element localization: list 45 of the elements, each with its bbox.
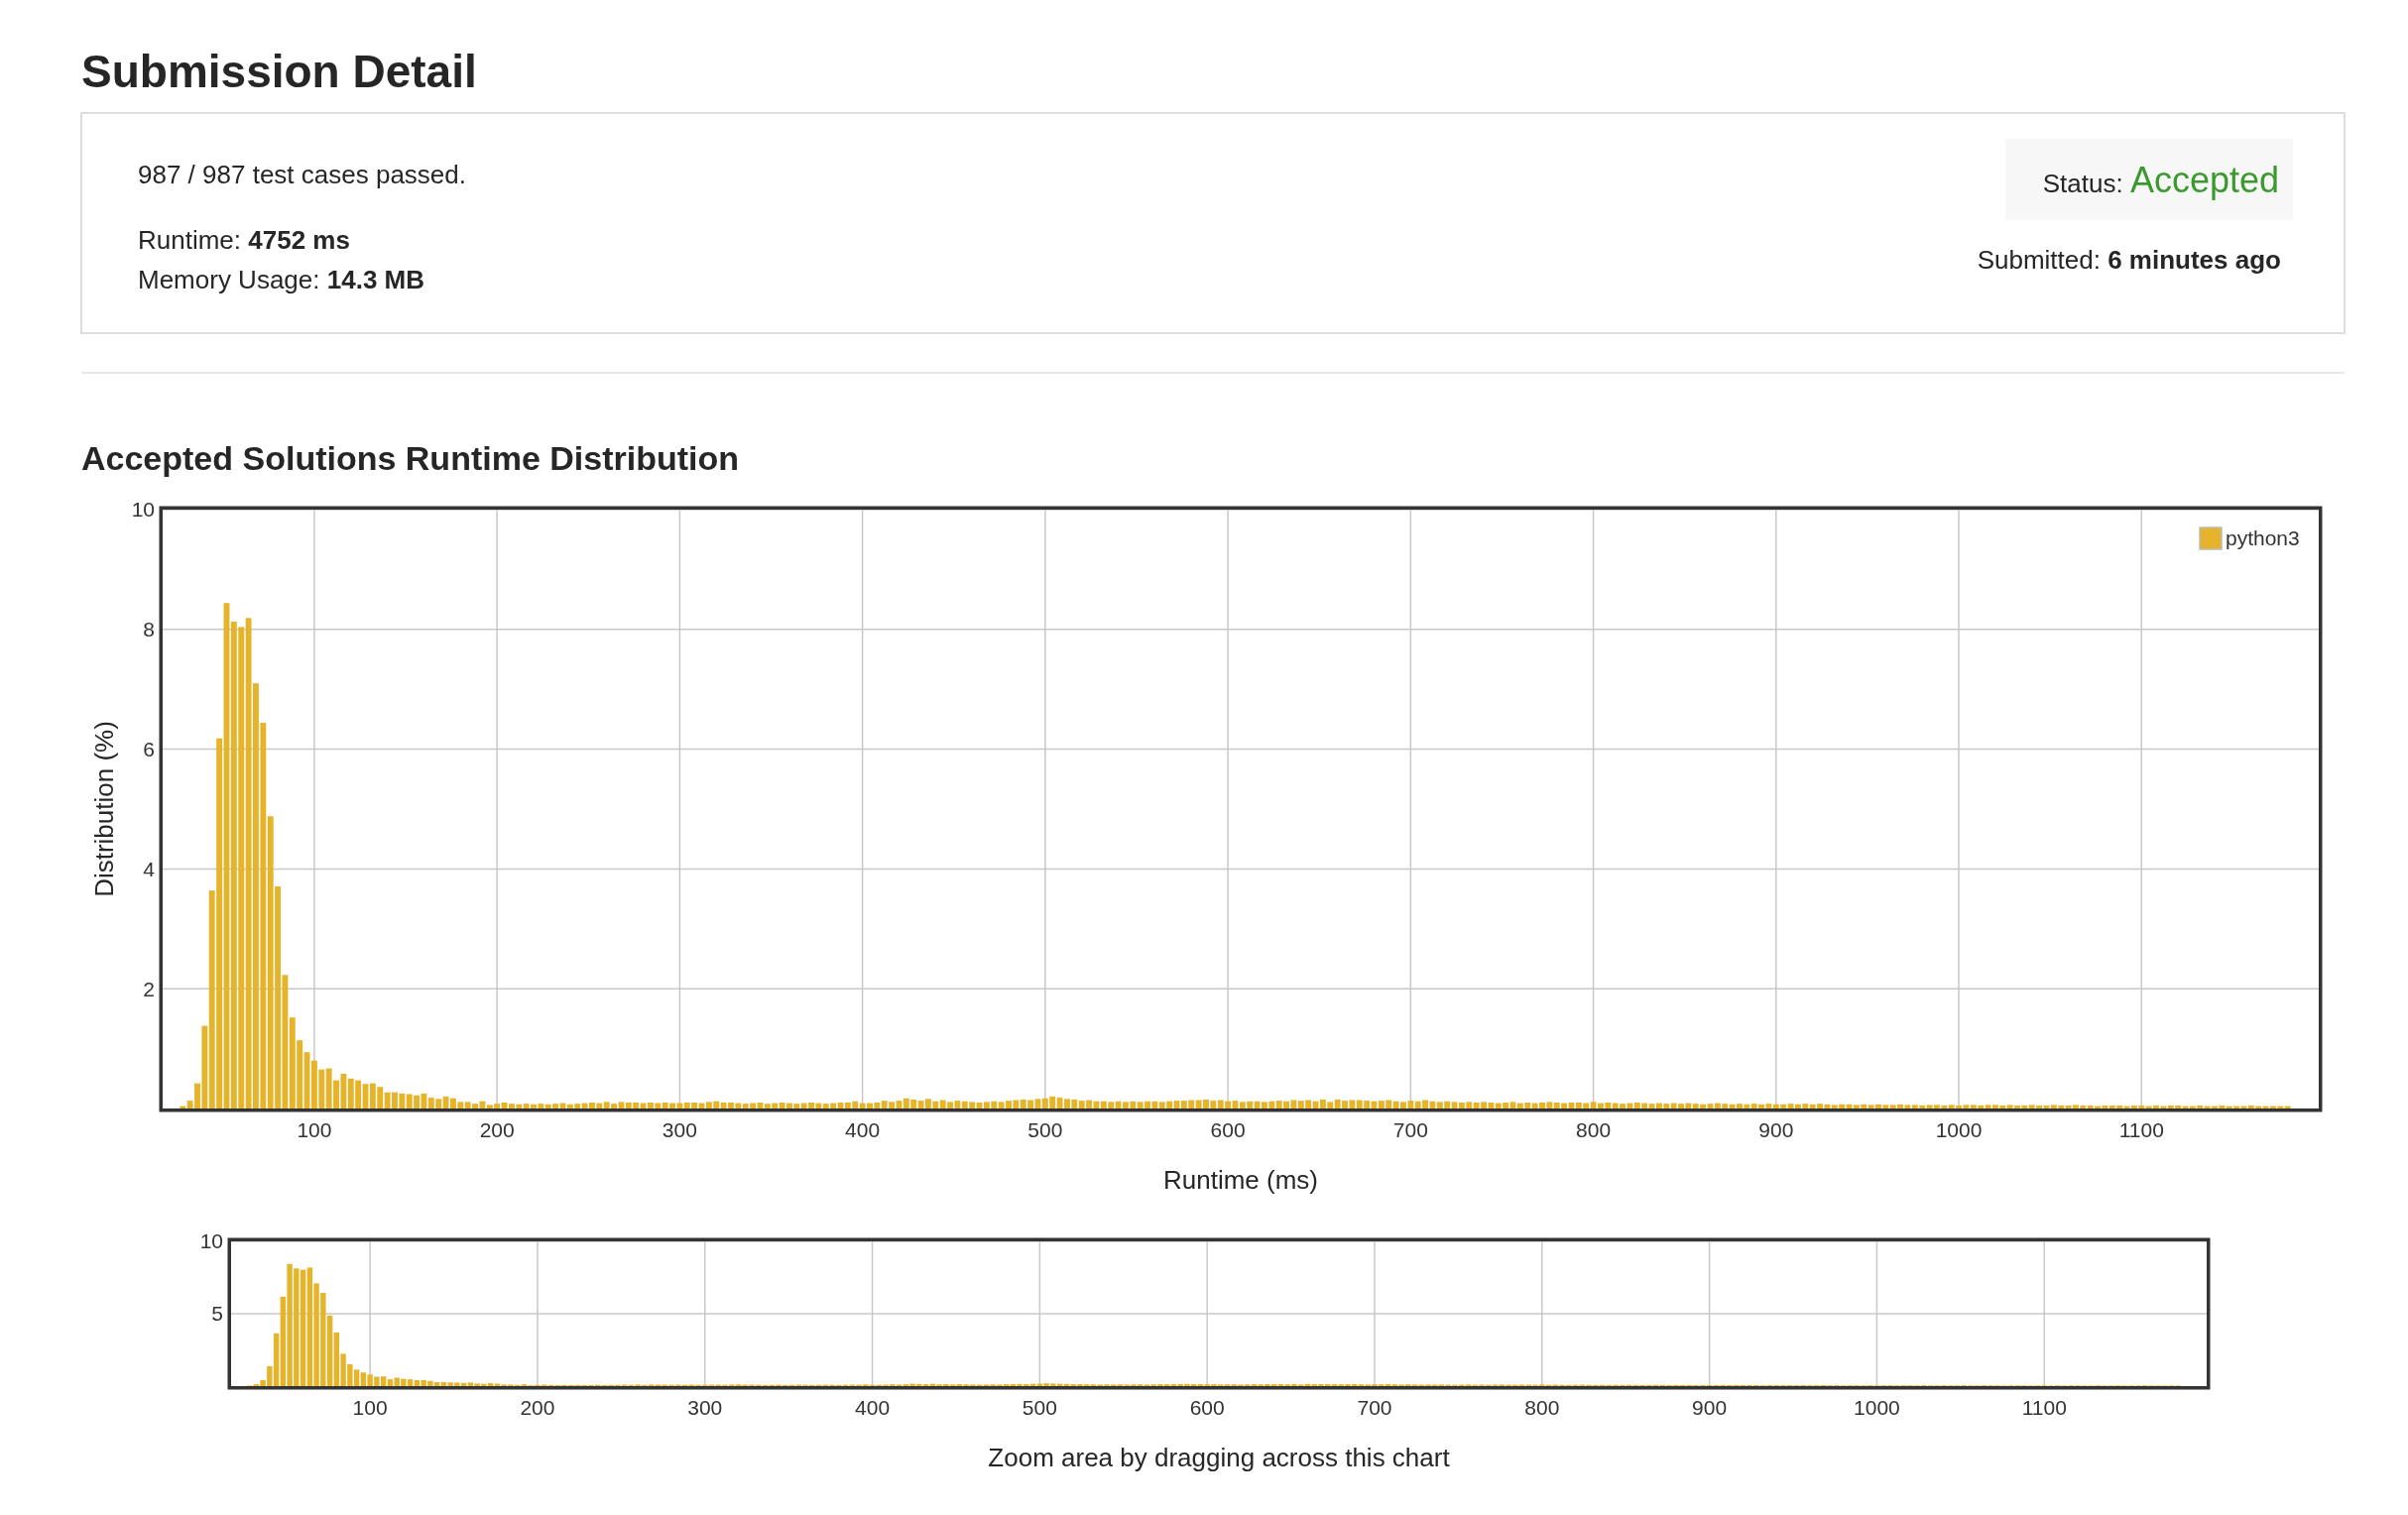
x-tick-label: 500 — [1027, 1118, 1063, 1141]
y-tick-label: 2 — [143, 977, 155, 1000]
bar — [1385, 1383, 1391, 1386]
x-tick-label: 400 — [855, 1396, 891, 1419]
bar — [1904, 1105, 1911, 1108]
x-tick-label: 700 — [1392, 1118, 1428, 1141]
x-tick-label: 1000 — [1935, 1118, 1983, 1141]
x-tick-label: 400 — [845, 1118, 881, 1141]
chart-title: Accepted Solutions Runtime Distribution — [81, 439, 740, 477]
x-tick-label: 300 — [662, 1118, 697, 1141]
bar — [1277, 1383, 1284, 1386]
x-tick-label: 200 — [479, 1118, 515, 1141]
text: Memory Usage: 14.3 MB — [138, 265, 424, 294]
legend-label: python3 — [2226, 526, 2300, 549]
bar — [1509, 1102, 1516, 1108]
y-tick-label: 8 — [143, 618, 155, 641]
x-tick-label: 500 — [1022, 1396, 1057, 1419]
x-tick-label: 900 — [1758, 1118, 1794, 1141]
x-tick-label: 100 — [297, 1118, 332, 1141]
text: 987 / 987 test cases passed. — [138, 160, 466, 189]
text: Submitted: 6 minutes ago — [1977, 245, 2281, 275]
x-tick-label: 1100 — [2118, 1118, 2164, 1141]
x-tick-label: 600 — [1210, 1118, 1246, 1141]
x-tick-label: 300 — [687, 1396, 723, 1419]
x-tick-label: 100 — [352, 1396, 388, 1419]
y-tick-label: 10 — [131, 498, 155, 522]
y-tick-label: 10 — [199, 1229, 223, 1253]
y-tick-label: 6 — [143, 737, 155, 760]
x-tick-label: 600 — [1189, 1396, 1225, 1419]
x-axis-title: Zoom area by dragging across this chart — [988, 1443, 1451, 1472]
text: Runtime: 4752 ms — [138, 225, 350, 255]
bar — [1985, 1105, 1991, 1108]
x-tick-label: 800 — [1524, 1396, 1560, 1419]
x-axis-title: Runtime (ms) — [1162, 1165, 1319, 1195]
x-tick-label: 700 — [1357, 1396, 1392, 1419]
text: Status: Accepted — [2042, 160, 2279, 200]
x-tick-label: 900 — [1692, 1396, 1728, 1419]
y-axis-title: Distribution (%) — [89, 721, 119, 897]
x-tick-label: 200 — [520, 1396, 555, 1419]
text: Submission Detail — [81, 46, 477, 97]
x-tick-label: 800 — [1576, 1118, 1612, 1141]
x-tick-label: 1000 — [1854, 1396, 1900, 1419]
y-tick-label: 4 — [143, 857, 156, 880]
y-tick-label: 5 — [211, 1302, 223, 1326]
x-tick-label: 1100 — [2021, 1396, 2067, 1419]
